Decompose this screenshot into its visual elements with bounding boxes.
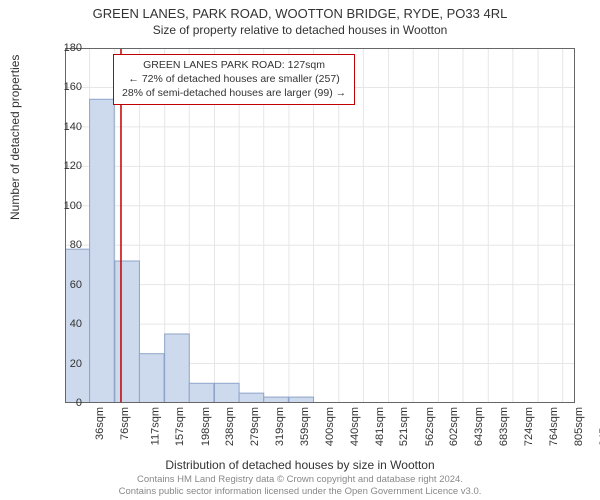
x-tick-label: 764sqm [548,407,560,446]
chart-area: GREEN LANES PARK ROAD: 127sqm ← 72% of d… [65,48,575,403]
y-axis-label: Number of detached properties [8,55,22,220]
x-tick-label: 602sqm [448,407,460,446]
annotation-box: GREEN LANES PARK ROAD: 127sqm ← 72% of d… [113,54,355,105]
x-tick-label: 724sqm [523,407,535,446]
x-tick-label: 643sqm [474,407,486,446]
annotation-line3: 28% of semi-detached houses are larger (… [122,86,346,100]
x-tick-label: 117sqm [149,407,161,445]
x-tick-label: 238sqm [224,407,236,446]
y-tick-label: 0 [52,397,82,409]
y-tick-label: 180 [52,42,82,54]
x-tick-label: 359sqm [299,407,311,446]
credits: Contains HM Land Registry data © Crown c… [0,474,600,498]
x-tick-label: 400sqm [324,407,336,446]
y-tick-label: 20 [52,358,82,370]
x-axis-label: Distribution of detached houses by size … [0,458,600,472]
y-tick-label: 160 [52,81,82,93]
annotation-line1: GREEN LANES PARK ROAD: 127sqm [122,58,346,72]
x-tick-label: 157sqm [175,407,187,446]
x-tick-label: 36sqm [94,407,106,440]
x-tick-label: 562sqm [424,407,436,446]
chart-container: GREEN LANES, PARK ROAD, WOOTTON BRIDGE, … [0,0,600,500]
x-tick-label: 440sqm [349,407,361,446]
y-tick-label: 80 [52,239,82,251]
x-tick-label: 805sqm [573,407,585,446]
x-tick-label: 76sqm [119,407,131,440]
x-tick-label: 683sqm [498,407,510,446]
title-sub: Size of property relative to detached ho… [0,21,600,37]
y-tick-label: 120 [52,160,82,172]
annotation-line2: ← 72% of detached houses are smaller (25… [122,72,346,86]
title-main: GREEN LANES, PARK ROAD, WOOTTON BRIDGE, … [0,0,600,21]
y-tick-label: 100 [52,200,82,212]
credits-line2: Contains public sector information licen… [0,486,600,498]
y-tick-label: 60 [52,279,82,291]
x-tick-label: 319sqm [274,407,286,446]
x-tick-label: 481sqm [374,407,386,446]
x-tick-label: 198sqm [200,407,212,446]
x-tick-label: 279sqm [250,407,262,446]
x-tick-label: 521sqm [399,407,411,446]
y-tick-label: 40 [52,318,82,330]
y-tick-label: 140 [52,121,82,133]
credits-line1: Contains HM Land Registry data © Crown c… [0,474,600,486]
